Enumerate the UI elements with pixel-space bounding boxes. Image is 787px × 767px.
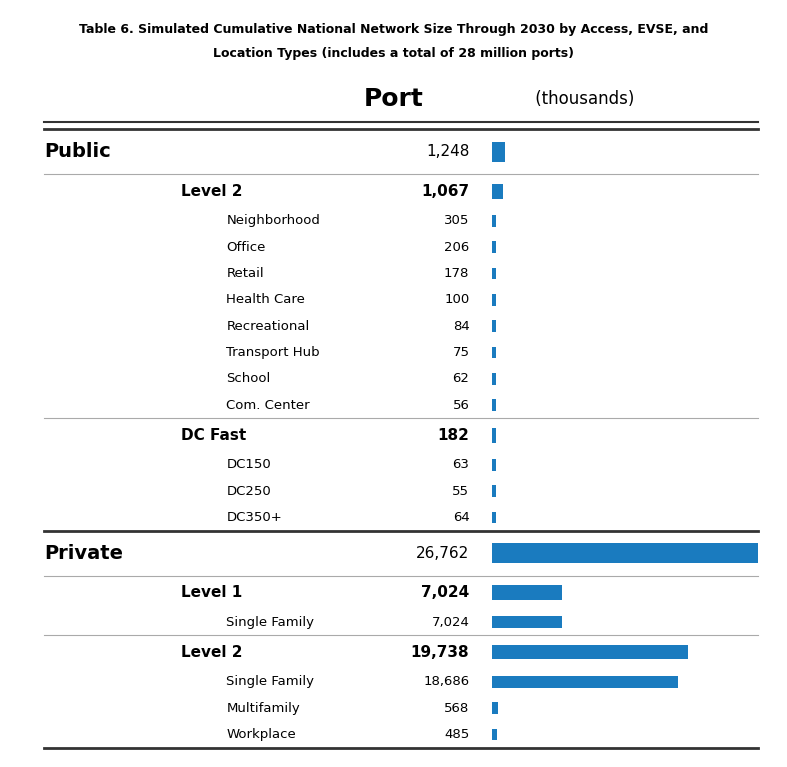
Text: Level 1: Level 1 (181, 585, 242, 600)
Text: Level 2: Level 2 (181, 644, 242, 660)
Text: 100: 100 (444, 293, 469, 306)
Text: Public: Public (44, 143, 111, 161)
FancyBboxPatch shape (492, 321, 496, 332)
FancyBboxPatch shape (492, 644, 688, 660)
FancyBboxPatch shape (492, 585, 562, 600)
Text: Table 6. Simulated Cumulative National Network Size Through 2030 by Access, EVSE: Table 6. Simulated Cumulative National N… (79, 23, 708, 36)
FancyBboxPatch shape (492, 703, 498, 714)
Text: 568: 568 (444, 702, 469, 715)
Text: 26,762: 26,762 (416, 546, 469, 561)
FancyBboxPatch shape (492, 215, 496, 227)
FancyBboxPatch shape (492, 294, 496, 306)
FancyBboxPatch shape (492, 268, 496, 279)
Text: 62: 62 (453, 373, 469, 385)
Text: 55: 55 (453, 485, 469, 498)
Text: Single Family: Single Family (227, 675, 315, 688)
Text: 19,738: 19,738 (411, 644, 469, 660)
Text: Recreational: Recreational (227, 320, 310, 333)
Text: Health Care: Health Care (227, 293, 305, 306)
Text: Com. Center: Com. Center (227, 399, 310, 412)
Text: DC150: DC150 (227, 459, 272, 472)
FancyBboxPatch shape (492, 729, 497, 740)
FancyBboxPatch shape (492, 486, 496, 497)
FancyBboxPatch shape (492, 142, 504, 162)
FancyBboxPatch shape (492, 676, 678, 688)
FancyBboxPatch shape (492, 512, 496, 523)
Text: 1,248: 1,248 (426, 144, 469, 160)
Text: School: School (227, 373, 271, 385)
Text: Level 2: Level 2 (181, 183, 242, 199)
Text: 485: 485 (444, 728, 469, 741)
FancyBboxPatch shape (492, 400, 496, 411)
Text: DC350+: DC350+ (227, 511, 283, 524)
Text: 64: 64 (453, 511, 469, 524)
FancyBboxPatch shape (492, 242, 496, 253)
Text: DC250: DC250 (227, 485, 272, 498)
FancyBboxPatch shape (492, 183, 503, 199)
Text: (thousands): (thousands) (530, 90, 634, 108)
Text: Retail: Retail (227, 267, 264, 280)
FancyBboxPatch shape (492, 373, 496, 385)
Text: 182: 182 (438, 427, 469, 443)
Text: 178: 178 (444, 267, 469, 280)
Text: 75: 75 (453, 346, 469, 359)
Text: 1,067: 1,067 (421, 183, 469, 199)
Text: 18,686: 18,686 (423, 675, 469, 688)
Text: 305: 305 (444, 214, 469, 227)
FancyBboxPatch shape (492, 543, 758, 564)
Text: 206: 206 (444, 241, 469, 254)
Text: 84: 84 (453, 320, 469, 333)
Text: Port: Port (364, 87, 423, 111)
Text: Office: Office (227, 241, 266, 254)
FancyBboxPatch shape (492, 459, 496, 471)
Text: Transport Hub: Transport Hub (227, 346, 320, 359)
Text: Workplace: Workplace (227, 728, 296, 741)
Text: 56: 56 (453, 399, 469, 412)
Text: Location Types (includes a total of 28 million ports): Location Types (includes a total of 28 m… (213, 48, 574, 61)
Text: Private: Private (44, 544, 124, 563)
Text: Single Family: Single Family (227, 616, 315, 629)
FancyBboxPatch shape (492, 616, 562, 628)
FancyBboxPatch shape (492, 347, 496, 358)
Text: 7,024: 7,024 (431, 616, 469, 629)
Text: Multifamily: Multifamily (227, 702, 300, 715)
Text: 63: 63 (453, 459, 469, 472)
Text: 7,024: 7,024 (421, 585, 469, 600)
Text: DC Fast: DC Fast (181, 427, 246, 443)
FancyBboxPatch shape (492, 427, 496, 443)
Text: Neighborhood: Neighborhood (227, 214, 320, 227)
